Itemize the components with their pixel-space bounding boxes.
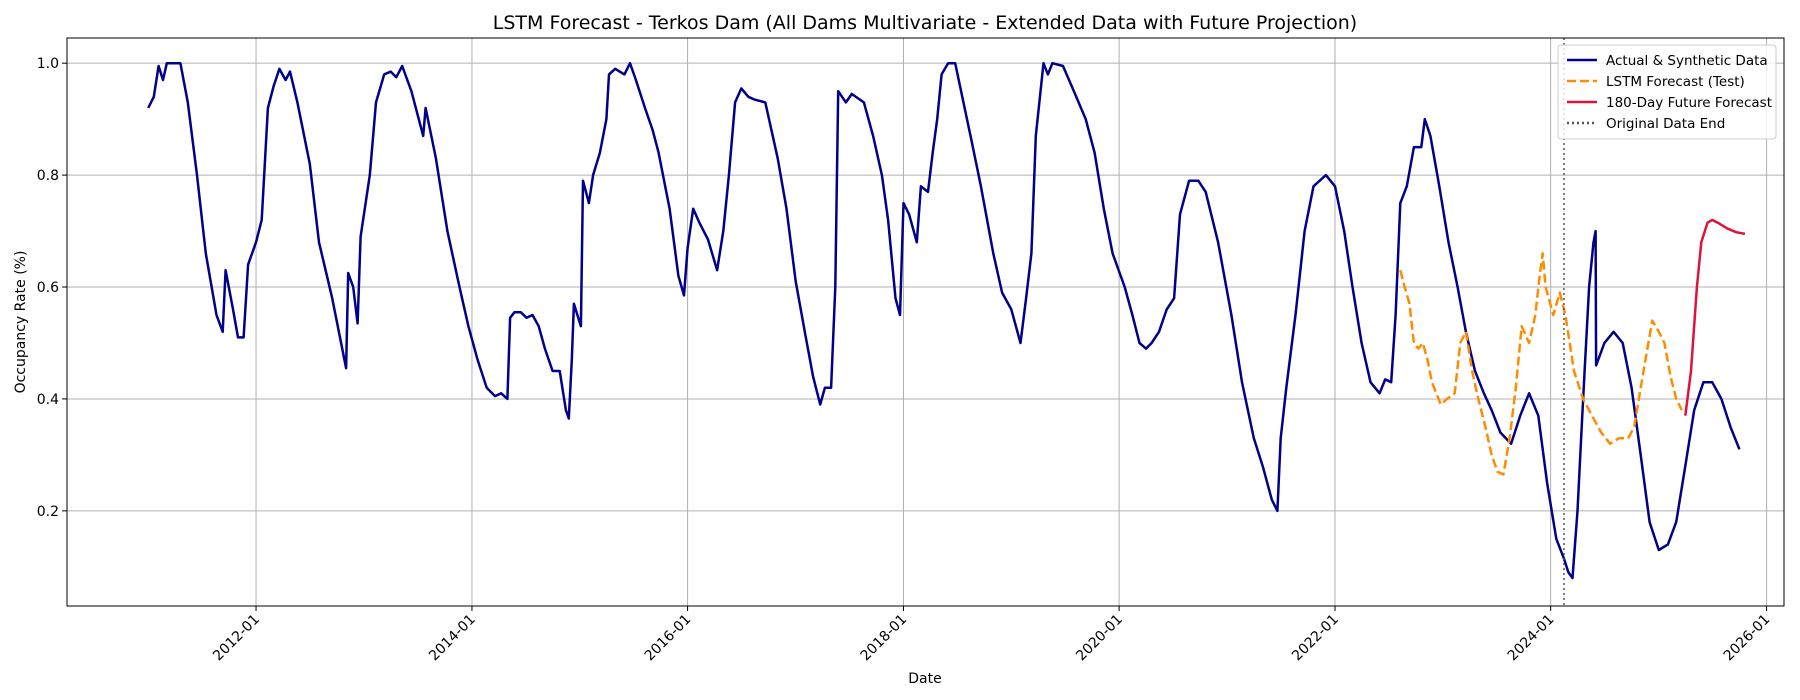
x-tick-label-3: 2018-01: [858, 612, 911, 665]
grid-lines: [67, 38, 1784, 606]
x-axis-label: Date: [908, 671, 941, 687]
series-layer: [147, 38, 1746, 606]
x-tick-label-0: 2012-01: [210, 612, 263, 665]
legend-label-0: Actual & Synthetic Data: [1606, 53, 1768, 69]
y-tick-label-3: 0.8: [37, 168, 59, 184]
legend-box: [1557, 44, 1777, 140]
x-tick-label-2: 2016-01: [642, 612, 695, 665]
x-tick-label-4: 2020-01: [1073, 612, 1126, 665]
x-tick-label-7: 2026-01: [1721, 612, 1774, 665]
series-line-2: [1684, 218, 1746, 416]
y-axis: 0.2 0.4 0.6 0.8 1.0: [37, 56, 67, 520]
y-tick-label-0: 0.2: [37, 504, 59, 520]
plot-frame: [66, 37, 1785, 607]
legend-label-1: LSTM Forecast (Test): [1606, 74, 1745, 90]
y-axis-label: Occupancy Rate (%): [13, 251, 29, 394]
legend-label-2: 180-Day Future Forecast: [1606, 95, 1772, 111]
y-tick-label-4: 1.0: [37, 56, 59, 72]
legend-label-3: Original Data End: [1606, 116, 1725, 132]
y-tick-label-2: 0.6: [37, 280, 59, 296]
chart-title: LSTM Forecast - Terkos Dam (All Dams Mul…: [493, 12, 1357, 34]
series-line-0: [147, 61, 1741, 580]
legend: Actual & Synthetic Data LSTM Forecast (Te…: [1557, 44, 1777, 140]
y-tick-label-1: 0.4: [37, 392, 59, 408]
x-axis: 2012-01 2014-01 2016-01 2018-01 2020-01 2022-…: [210, 606, 1773, 664]
x-tick-label-5: 2022-01: [1289, 612, 1342, 665]
x-tick-label-1: 2014-01: [426, 612, 479, 665]
series-line-1: [1399, 252, 1683, 476]
x-tick-label-6: 2024-01: [1505, 612, 1558, 665]
